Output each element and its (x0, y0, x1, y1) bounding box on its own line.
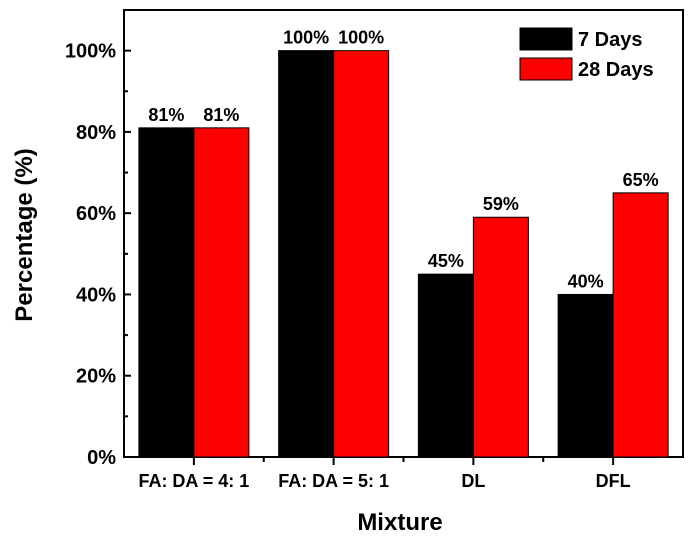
bars (138, 50, 669, 458)
y-axis: 0% 20% 40% 60% 80% 100% (65, 41, 131, 469)
x-tick-label: DL (461, 471, 485, 491)
bar-series-2 (193, 127, 250, 458)
y-tick-label: 40% (76, 284, 116, 306)
data-labels: 81% 81% 100% 100% 45% 59% 40% 65% (148, 28, 658, 292)
x-tick-label: FA: DA = 5: 1 (278, 471, 389, 491)
bar-series-1 (557, 293, 614, 458)
data-label: 81% (203, 105, 239, 125)
y-axis-title: Percentage (%) (11, 148, 38, 321)
bar-series-1 (138, 127, 195, 458)
data-label: 100% (338, 28, 384, 48)
bar-series-1 (417, 273, 474, 458)
data-label: 40% (568, 271, 604, 291)
bar-series-2 (333, 50, 390, 458)
y-tick-label: 100% (65, 41, 116, 63)
bar-series-2 (472, 216, 529, 458)
y-tick-label: 20% (76, 366, 116, 388)
data-label: 59% (483, 194, 519, 214)
x-tick-label: DFL (596, 471, 631, 491)
y-tick-label: 0% (87, 447, 116, 469)
bar-series-2 (612, 192, 669, 458)
y-tick-label: 80% (76, 122, 116, 144)
bar-series-1 (278, 50, 335, 458)
legend-label: 7 Days (578, 29, 643, 51)
legend-swatch (519, 57, 573, 81)
legend-label: 28 Days (578, 59, 654, 81)
data-label: 65% (623, 170, 659, 190)
x-axis: FA: DA = 4: 1 FA: DA = 5: 1 DL DFL (138, 457, 631, 491)
legend: 7 Days 28 Days (519, 27, 654, 81)
data-label: 100% (283, 28, 329, 48)
data-label: 45% (428, 251, 464, 271)
x-axis-title: Mixture (357, 509, 442, 536)
x-tick-label: FA: DA = 4: 1 (138, 471, 249, 491)
legend-swatch (519, 27, 573, 51)
data-label: 81% (148, 105, 184, 125)
y-tick-label: 60% (76, 203, 116, 225)
